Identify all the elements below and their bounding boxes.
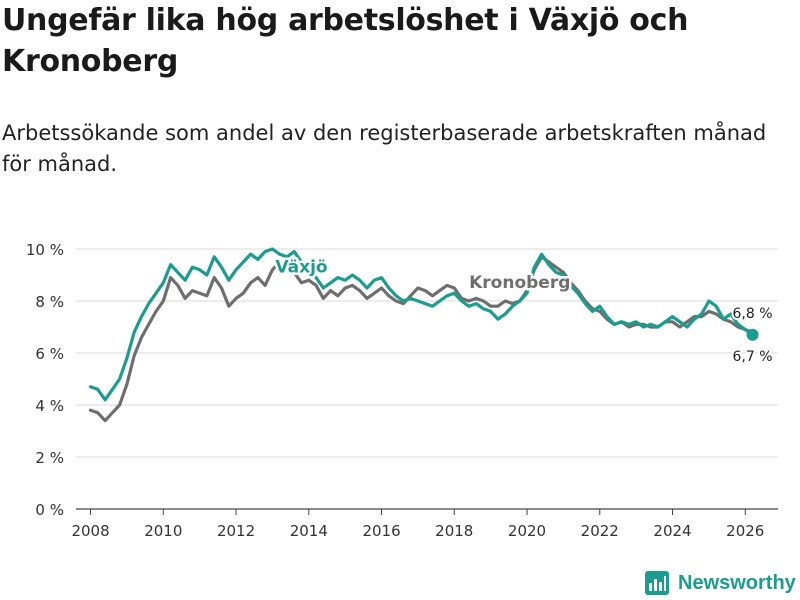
x-tick-label: 2026 xyxy=(726,522,764,540)
y-tick-label: 6 % xyxy=(35,345,64,363)
series-lines xyxy=(88,247,759,423)
x-tick-label: 2020 xyxy=(508,522,546,540)
end-value-label: 6,7 % xyxy=(733,349,773,365)
series-label: Kronoberg xyxy=(469,273,570,293)
y-tick-label: 8 % xyxy=(35,293,64,311)
brand-logo: Newsworthy xyxy=(644,568,796,598)
series-labels: Kronoberg Växjö 6,8 % 6,7 % xyxy=(273,255,775,367)
x-tick-label: 2010 xyxy=(144,522,182,540)
x-tick-label: 2014 xyxy=(290,522,328,540)
series-label: Växjö xyxy=(275,257,327,277)
series-line-kronoberg xyxy=(88,255,755,423)
y-tick-label: 2 % xyxy=(35,449,64,467)
x-tick-label: 2016 xyxy=(362,522,400,540)
newsworthy-logo-icon xyxy=(645,571,669,595)
gridlines xyxy=(76,248,778,510)
chart-title: Ungefär lika hög arbetslöshet i Växjö oc… xyxy=(2,3,689,79)
x-tick-label: 2012 xyxy=(217,522,255,540)
end-value-label: 6,8 % xyxy=(733,306,773,322)
series-end-marker xyxy=(746,328,759,341)
x-tick-label: 2024 xyxy=(653,522,691,540)
y-tick-label: 0 % xyxy=(35,501,64,519)
x-tick-label: 2008 xyxy=(71,522,109,540)
y-axis-ticks: 0 % 2 % 4 % 6 % 8 % 10 % xyxy=(26,241,64,519)
y-tick-label: 10 % xyxy=(26,241,64,259)
x-tick-label: 2022 xyxy=(581,522,619,540)
y-tick-label: 4 % xyxy=(35,397,64,415)
brand-name: Newsworthy xyxy=(678,571,796,594)
chart-subtitle: Arbetssökande som andel av den registerb… xyxy=(2,121,767,176)
x-tick-label: 2018 xyxy=(435,522,473,540)
x-axis-ticks: 2008 2010 2012 2014 2016 2018 2020 2022 2024 2026 xyxy=(71,509,764,540)
series-line-vxj xyxy=(88,247,755,402)
